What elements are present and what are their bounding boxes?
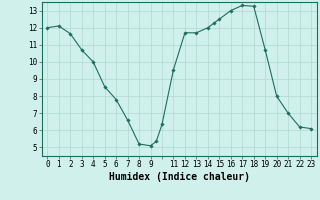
X-axis label: Humidex (Indice chaleur): Humidex (Indice chaleur) [109,172,250,182]
